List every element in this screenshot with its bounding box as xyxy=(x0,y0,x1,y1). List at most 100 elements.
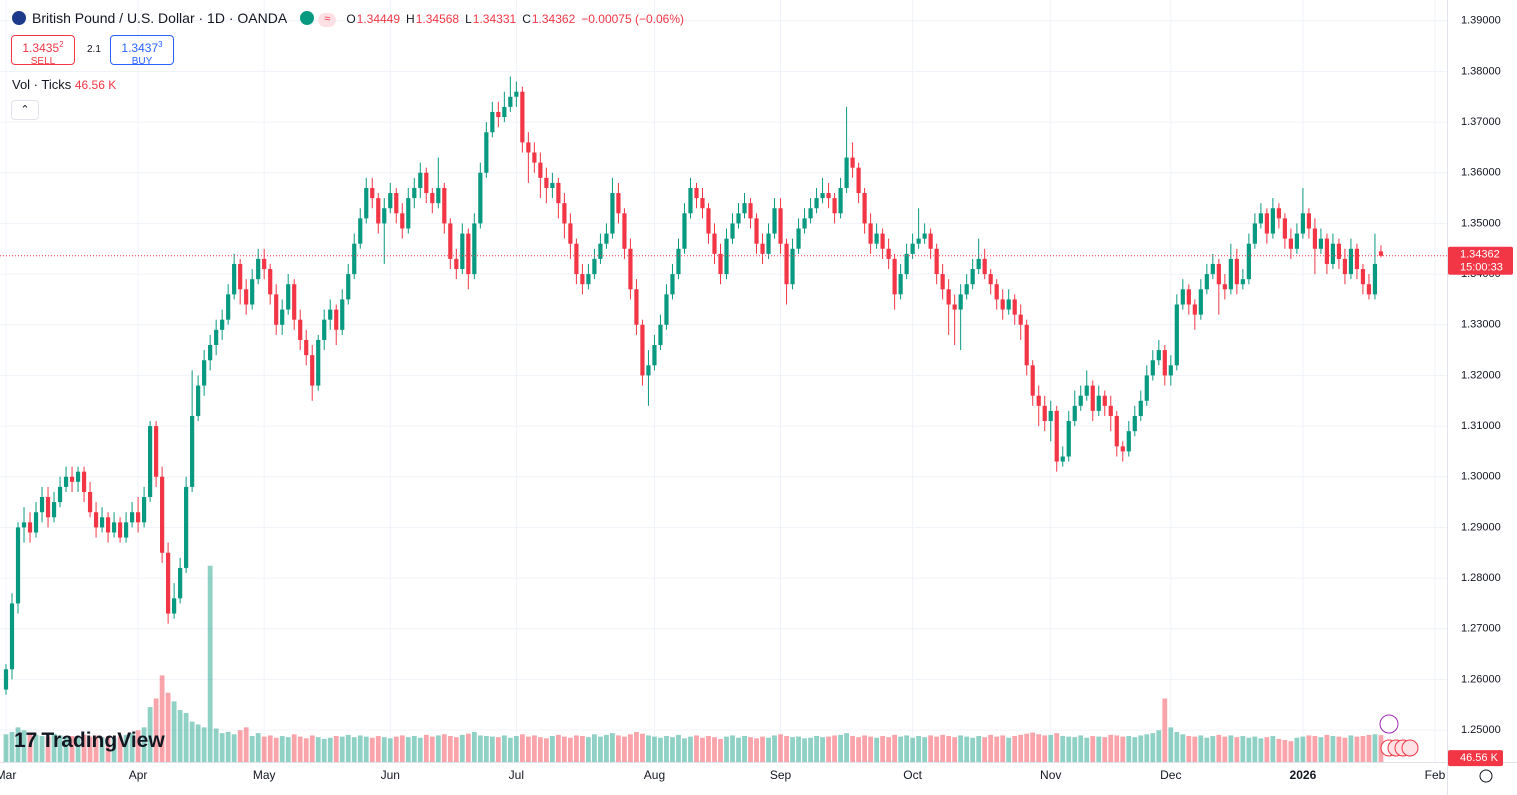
volume-bar xyxy=(1114,735,1120,762)
candle-body xyxy=(904,253,909,275)
candle-body xyxy=(562,203,567,224)
volume-bar xyxy=(802,738,807,762)
x-tick-label: Mar xyxy=(0,768,16,782)
volume-bar xyxy=(1096,736,1102,762)
volume-bar xyxy=(27,733,33,762)
ohlc-key: O xyxy=(346,12,356,26)
y-tick-label: 1.37000 xyxy=(1461,116,1501,128)
candle-body xyxy=(826,193,831,199)
volume-bar xyxy=(111,738,117,762)
volume-bar xyxy=(531,735,537,762)
volume-bar xyxy=(736,737,741,762)
volume-bar xyxy=(105,736,111,762)
volume-bar xyxy=(417,737,423,762)
volume-bar xyxy=(970,737,976,762)
volume-bar xyxy=(586,737,591,762)
volume-bar xyxy=(1120,736,1126,762)
candle-body xyxy=(81,471,87,492)
candle-body xyxy=(298,319,303,340)
candle-body xyxy=(214,329,219,346)
sell-button[interactable]: 1.34352 SELL xyxy=(11,35,75,67)
candle-body xyxy=(868,223,873,244)
candle-body xyxy=(286,284,291,310)
volume-bar xyxy=(441,734,447,762)
volume-bar xyxy=(778,734,783,762)
spread: 2.1 xyxy=(87,44,101,55)
candle-body xyxy=(1186,289,1191,305)
candle-body xyxy=(736,213,741,224)
collapse-button[interactable]: ⌃ xyxy=(11,100,39,120)
volume-bar xyxy=(706,736,711,762)
volume-bar xyxy=(820,737,825,762)
volume-bar xyxy=(153,698,159,762)
volume-bar xyxy=(1372,734,1378,762)
candle-body xyxy=(1072,405,1077,422)
volume-bar xyxy=(892,734,898,762)
candle-body xyxy=(604,233,609,244)
candle-body xyxy=(982,258,987,275)
volume-bar xyxy=(784,736,789,762)
volume-bar xyxy=(1132,737,1138,762)
volume-bar xyxy=(694,735,699,762)
volume-bar xyxy=(219,733,225,762)
alert-icon xyxy=(1379,714,1399,734)
volume-bar xyxy=(123,734,129,762)
x-tick-label: Oct xyxy=(903,768,922,782)
candle-body xyxy=(574,243,579,275)
candle-body xyxy=(544,177,549,188)
volume-bar xyxy=(513,736,519,762)
volume-bar xyxy=(297,736,303,762)
candle-body xyxy=(670,274,675,295)
candle-body xyxy=(484,132,489,173)
volume-bar xyxy=(543,738,549,762)
volume-bar xyxy=(537,737,543,762)
volume-bar xyxy=(580,736,585,762)
candle-body xyxy=(202,360,207,386)
volume-bar xyxy=(1222,736,1228,762)
candle-body xyxy=(592,258,597,275)
candle-body xyxy=(1078,395,1083,406)
volume-bar xyxy=(856,737,861,762)
ohlc-value: 1.34331 xyxy=(472,12,517,26)
candle-body xyxy=(880,233,885,249)
volume-bar xyxy=(742,736,747,762)
candle-body xyxy=(712,233,717,254)
volume-bar xyxy=(1078,735,1084,762)
candle-body xyxy=(87,491,93,513)
volume-bar xyxy=(351,737,357,762)
volume-bar xyxy=(465,733,471,762)
candle-body xyxy=(135,512,141,523)
candle-body xyxy=(262,258,267,270)
volume-bar xyxy=(393,736,399,762)
volume-bar xyxy=(1216,734,1222,762)
volume-bar xyxy=(129,733,135,762)
volume-bar xyxy=(1126,736,1132,762)
candle-body xyxy=(742,203,747,214)
candle-body xyxy=(454,258,459,270)
change: −0.00075 (−0.06%) xyxy=(581,12,684,26)
volume-bar xyxy=(1210,736,1216,762)
volume-bar xyxy=(1072,737,1078,762)
candle-body xyxy=(958,294,963,310)
candle-body xyxy=(75,471,81,482)
candle-body xyxy=(700,198,705,209)
volume-bar xyxy=(1270,736,1276,762)
candle-body xyxy=(496,111,501,118)
volume-bar xyxy=(1006,737,1012,762)
symbol-title[interactable]: British Pound / U.S. Dollar · 1D · OANDA xyxy=(32,10,287,26)
candle-body xyxy=(178,567,183,599)
volume-bar xyxy=(1108,734,1114,762)
candle-body xyxy=(9,603,15,670)
volume-bar xyxy=(267,735,273,762)
volume-bar xyxy=(483,736,489,762)
buy-button[interactable]: 1.34373 BUY xyxy=(110,35,174,67)
volume-bar xyxy=(375,736,381,762)
candle-body xyxy=(856,167,861,194)
volume-bar xyxy=(1354,736,1360,762)
candle-body xyxy=(123,522,129,538)
volume-bar xyxy=(664,736,669,762)
volume-bar xyxy=(165,692,171,762)
volume-bar xyxy=(81,734,87,762)
candle-body xyxy=(694,187,699,199)
candle-body xyxy=(1084,385,1089,396)
